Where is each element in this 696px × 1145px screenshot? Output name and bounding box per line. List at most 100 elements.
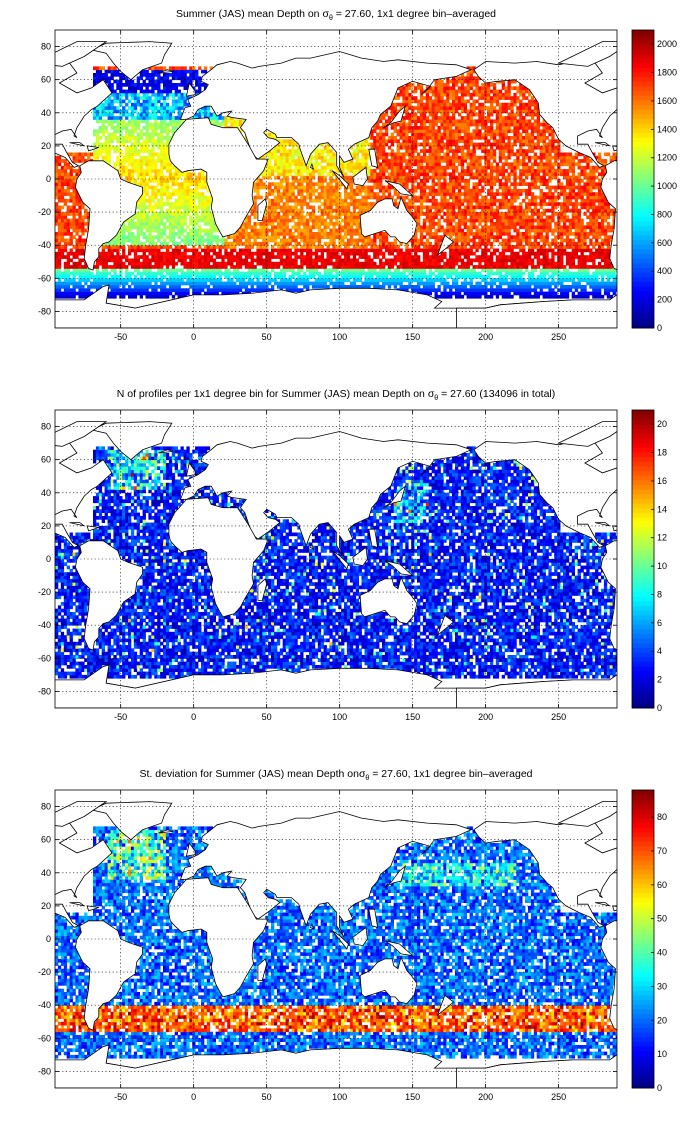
data-cell: [422, 218, 427, 223]
data-cell: [171, 258, 176, 263]
data-cell: [130, 248, 135, 253]
data-cell: [101, 258, 105, 263]
data-cell: [425, 225, 430, 230]
data-cell: [370, 175, 374, 180]
data-cell: [352, 258, 357, 263]
data-cell: [198, 245, 202, 249]
data-cell: [382, 241, 386, 246]
data-cell: [282, 179, 286, 183]
data-cell: [414, 112, 418, 117]
data-cell: [329, 248, 333, 253]
data-cell: [379, 162, 383, 167]
data-cell: [443, 86, 447, 90]
data-cell: [425, 192, 430, 196]
data-cell: [93, 275, 97, 279]
data-cell: [262, 248, 266, 253]
data-cell: [160, 294, 164, 299]
data-cell: [387, 192, 392, 196]
data-cell: [335, 192, 339, 196]
data-cell: [323, 248, 327, 253]
data-cell: [446, 208, 450, 213]
data-cell: [288, 238, 292, 243]
data-cell: [428, 258, 432, 263]
data-cell: [446, 285, 450, 289]
data-cell: [174, 215, 178, 220]
data-cell: [300, 188, 304, 193]
data-cell: [268, 212, 272, 216]
data-cell: [98, 145, 103, 150]
data-cell: [128, 251, 132, 256]
data-cell: [136, 99, 140, 104]
data-cell: [168, 285, 173, 289]
data-cell: [370, 275, 374, 279]
data-cell: [344, 165, 348, 170]
data-cell: [151, 218, 155, 223]
data-cell: [346, 185, 351, 190]
data-cell: [376, 179, 380, 183]
data-cell: [411, 182, 415, 186]
data-cell: [142, 162, 146, 167]
data-cell: [130, 83, 135, 87]
data-cell: [148, 76, 152, 81]
data-cell: [165, 139, 170, 143]
data-cell: [379, 149, 383, 153]
data-cell: [446, 275, 450, 279]
data-cell: [165, 162, 170, 167]
data-cell: [259, 195, 263, 200]
data-cell: [151, 169, 155, 173]
data-cell: [206, 268, 211, 273]
data-cell: [93, 278, 97, 282]
data-cell: [419, 248, 424, 253]
data-cell: [303, 241, 307, 246]
data-cell: [133, 119, 138, 124]
data-cell: [218, 281, 222, 286]
data-cell: [317, 198, 322, 203]
data-cell: [361, 139, 365, 143]
data-cell: [198, 79, 202, 84]
data-cell: [346, 218, 351, 223]
data-cell: [276, 275, 281, 279]
data-cell: [160, 79, 164, 84]
data-cell: [425, 126, 430, 130]
data-cell: [443, 228, 447, 233]
data-cell: [136, 172, 140, 177]
data-cell: [78, 208, 82, 213]
data-cell: [437, 106, 441, 110]
data-cell: [297, 155, 301, 160]
data-cell: [195, 208, 199, 213]
data-cell: [370, 248, 374, 253]
data-cell: [443, 142, 447, 147]
data-cell: [57, 291, 62, 296]
data-cell: [142, 251, 146, 256]
data-cell: [148, 79, 152, 84]
data-cell: [402, 155, 406, 160]
data-cell: [90, 275, 94, 279]
data-cell: [332, 198, 336, 203]
data-cell: [174, 251, 178, 256]
data-cell: [165, 208, 170, 213]
data-cell: [414, 172, 418, 177]
data-cell: [361, 185, 365, 190]
data-cell: [95, 106, 100, 110]
data-cell: [408, 99, 412, 104]
data-cell: [142, 159, 146, 163]
data-cell: [55, 159, 59, 163]
data-cell: [358, 235, 362, 239]
data-cell: [203, 275, 208, 279]
data-cell: [414, 218, 418, 223]
data-cell: [250, 281, 254, 286]
data-cell: [434, 106, 438, 110]
data-cell: [425, 265, 430, 269]
data-cell: [259, 248, 263, 253]
data-cell: [408, 102, 412, 107]
data-cell: [259, 258, 263, 263]
data-cell: [78, 198, 82, 203]
data-cell: [180, 106, 184, 110]
data-cell: [180, 232, 184, 236]
data-cell: [130, 159, 135, 163]
data-cell: [402, 268, 406, 273]
data-cell: [326, 241, 330, 246]
data-cell: [128, 136, 132, 140]
data-cell: [130, 122, 135, 127]
data-cell: [419, 159, 424, 163]
